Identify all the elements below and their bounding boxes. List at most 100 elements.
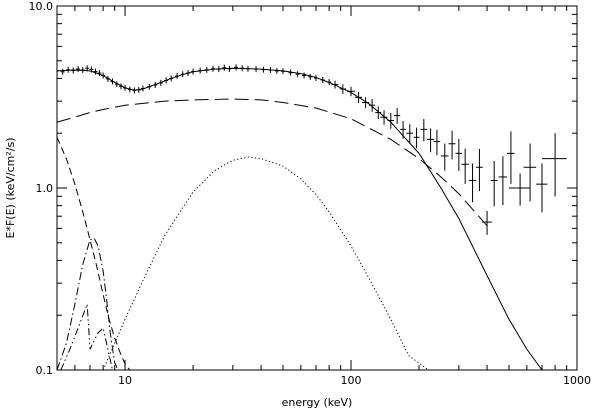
- data-point: [57, 67, 59, 74]
- data-point: [288, 69, 293, 76]
- data-point: [347, 86, 355, 97]
- plot-frame: [56, 5, 578, 371]
- data-point: [153, 82, 158, 89]
- data-point: [123, 84, 128, 91]
- data-point: [261, 66, 266, 73]
- data-point: [158, 79, 163, 86]
- data-point: [140, 85, 145, 92]
- data-point: [394, 108, 401, 124]
- x-tick-label: 10: [118, 374, 132, 387]
- data-point: [362, 97, 369, 109]
- data-point: [308, 73, 313, 80]
- data-point: [164, 77, 169, 84]
- data-point: [368, 99, 376, 112]
- data-point: [198, 67, 203, 74]
- y-tick-label: 0.1: [36, 364, 54, 377]
- data-point: [354, 91, 363, 104]
- model-curve-solid: [57, 67, 543, 370]
- model-curve-dash-dot: [57, 237, 119, 370]
- y-tick-label: 1.0: [36, 182, 54, 195]
- data-point: [93, 68, 98, 75]
- x-axis-label: energy (keV): [282, 396, 353, 409]
- data-point: [132, 87, 137, 94]
- x-axis-ticks: 10 100 1000: [56, 6, 591, 387]
- data-point: [380, 110, 388, 125]
- data-point: [186, 70, 191, 77]
- data-point: [433, 129, 441, 156]
- data-point: [523, 143, 537, 202]
- data-point: [147, 83, 152, 90]
- data-point: [448, 130, 456, 160]
- data-point: [66, 66, 71, 73]
- data-point: [413, 127, 420, 149]
- data-point: [541, 133, 567, 197]
- data-point: [119, 83, 124, 90]
- data-point: [482, 211, 492, 235]
- y-axis-label: E*F(E) (keV/cm²/s): [4, 138, 17, 239]
- data-point: [498, 156, 507, 206]
- data-point: [175, 73, 180, 80]
- data-point: [254, 66, 259, 73]
- data-point: [85, 65, 90, 72]
- data-point: [375, 106, 382, 120]
- data-point: [440, 143, 449, 171]
- data-point: [536, 163, 548, 213]
- data-point: [280, 68, 285, 75]
- model-curve-long-dash: [57, 98, 488, 227]
- data-point: [274, 67, 279, 74]
- data-point: [101, 72, 106, 79]
- x-tick-label: 100: [341, 374, 362, 387]
- data-point: [506, 131, 515, 184]
- x-tick-label: 1000: [563, 374, 591, 387]
- data-point: [406, 124, 413, 144]
- model-curve-dotted: [102, 156, 429, 370]
- data-point: [180, 71, 185, 78]
- data-point: [76, 66, 81, 73]
- data-point: [327, 79, 332, 86]
- data-point: [234, 64, 239, 71]
- data-point: [461, 148, 469, 184]
- data-point: [387, 112, 395, 129]
- data-point: [216, 66, 221, 73]
- data-point: [490, 160, 498, 207]
- data-point: [136, 86, 141, 93]
- y-tick-label: 10.0: [29, 0, 54, 13]
- data-point: [508, 173, 531, 206]
- data-point: [427, 128, 435, 153]
- data-point: [240, 65, 245, 72]
- data-point: [89, 66, 94, 73]
- data-point: [339, 84, 346, 94]
- data-point: [320, 77, 325, 84]
- data-point: [105, 75, 110, 82]
- data-point: [97, 70, 102, 77]
- data-point: [468, 163, 477, 203]
- data-point: [268, 66, 273, 73]
- data-point: [314, 75, 319, 82]
- data-point: [80, 66, 85, 73]
- data-point: [302, 72, 307, 79]
- data-point: [110, 78, 115, 85]
- data-point: [227, 65, 232, 72]
- data-point: [475, 148, 483, 192]
- data-point: [400, 121, 406, 139]
- y-axis-ticks: 0.1 1.0 10.0: [29, 0, 577, 377]
- data-point: [245, 65, 250, 72]
- data-point: [191, 68, 196, 75]
- model-curve-dash-dot-dot: [60, 303, 113, 370]
- data-point: [169, 75, 174, 82]
- data-point: [331, 80, 339, 89]
- data-point: [295, 71, 300, 78]
- data-point: [455, 138, 463, 171]
- data-point: [60, 68, 65, 75]
- data-point: [204, 66, 209, 73]
- data-point: [114, 81, 119, 88]
- data-point: [210, 65, 215, 72]
- data-point: [127, 86, 132, 93]
- data-point: [420, 118, 428, 142]
- data-point: [71, 67, 76, 74]
- plot-area: [57, 64, 567, 370]
- data-point: [222, 64, 227, 71]
- model-curve-dashed: [57, 137, 131, 370]
